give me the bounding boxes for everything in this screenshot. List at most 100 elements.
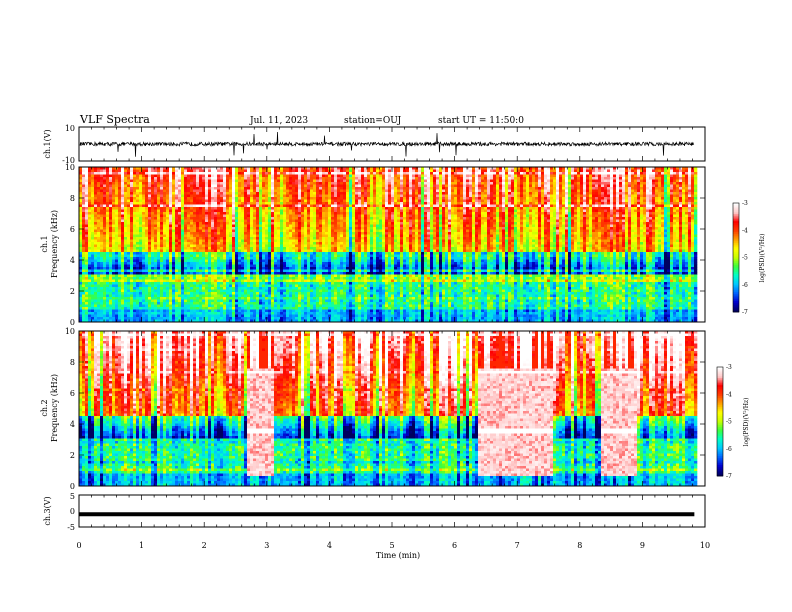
spectrogram-cell: [256, 259, 260, 263]
spectrogram-cell: [301, 249, 305, 253]
spectrogram-cell: [271, 297, 275, 300]
spectrogram-cell: [175, 254, 179, 258]
spectrogram-cell: [241, 184, 245, 188]
spectrogram-cell: [256, 262, 260, 265]
spectrogram-cell: [151, 229, 155, 233]
spectrogram-cell: [286, 259, 290, 263]
spectrogram-cell: [127, 244, 131, 248]
spectrogram-cell: [202, 257, 206, 260]
spectrogram-cell: [79, 214, 83, 218]
spectrogram-cell: [109, 309, 113, 313]
spectrogram-cell: [154, 312, 158, 315]
spectrogram-cell: [184, 219, 188, 223]
spectrogram-cell: [238, 314, 242, 318]
spectrogram-cell: [118, 259, 122, 263]
spectrogram-cell: [244, 284, 248, 288]
spectrogram-cell: [88, 172, 92, 175]
spectrogram-cell: [109, 222, 113, 225]
spectrogram-cell: [259, 309, 263, 313]
spectrogram-cell: [112, 204, 116, 208]
spectrogram-cell: [217, 294, 221, 298]
spectrogram-cell: [247, 262, 251, 265]
spectrogram-cell: [172, 177, 176, 180]
spectrogram-cell: [223, 304, 227, 308]
spectrogram-cell: [142, 267, 146, 270]
spectrogram-cell: [238, 282, 242, 285]
spectrogram-cell: [274, 192, 278, 195]
spectrogram-cell: [109, 259, 113, 263]
spectrogram-cell: [265, 172, 269, 175]
spectrogram-cell: [121, 252, 125, 255]
spectrogram-cell: [142, 249, 146, 253]
spectrogram-cell: [283, 282, 287, 285]
spectrogram-cell: [187, 234, 191, 238]
spectrogram-cell: [133, 177, 137, 180]
spectrogram-cell: [100, 319, 104, 323]
spectrogram-cell: [253, 229, 257, 233]
spectrogram-cell: [268, 264, 272, 268]
spectrogram-cell: [247, 167, 251, 170]
spectrogram-cell: [283, 319, 287, 323]
spectrogram-cell: [151, 227, 155, 230]
spectrogram-cell: [106, 177, 110, 180]
spectrogram-cell: [133, 237, 137, 240]
spectrogram-cell: [103, 172, 107, 175]
spectrogram-cell: [268, 284, 272, 288]
spectrogram-cell: [82, 249, 86, 253]
spectrogram-cell: [286, 252, 290, 255]
spectrogram-cell: [280, 254, 284, 258]
spectrogram-cell: [271, 249, 275, 253]
spectrogram-cell: [136, 229, 140, 233]
spectrogram-cell: [139, 227, 143, 230]
spectrogram-cell: [271, 317, 275, 320]
spectrogram-cell: [253, 297, 257, 300]
spectrogram-cell: [313, 264, 317, 268]
spectrogram-cell: [115, 267, 119, 270]
spectrogram-cell: [205, 207, 209, 210]
spectrogram-cell: [148, 239, 152, 243]
spectrogram-cell: [262, 274, 266, 278]
spectrogram-cell: [259, 237, 263, 240]
spectrogram-cell: [223, 202, 227, 205]
spectrogram-cell: [154, 282, 158, 285]
spectrogram-cell: [289, 234, 293, 238]
spectrogram-cell: [193, 319, 197, 323]
spectrogram-cell: [286, 204, 290, 208]
spectrogram-cell: [310, 272, 314, 275]
spectrogram-cell: [181, 314, 185, 318]
spectrogram-cell: [274, 267, 278, 270]
spectrogram-cell: [232, 187, 236, 190]
spectrogram-cell: [292, 284, 296, 288]
spectrogram-cell: [97, 249, 101, 253]
spectrogram-cell: [184, 189, 188, 193]
spectrogram-cell: [214, 269, 218, 273]
spectrogram-cell: [97, 167, 101, 170]
spectrogram-cell: [298, 192, 302, 195]
spectrogram-cell: [217, 307, 221, 310]
spectrogram-cell: [178, 239, 182, 243]
spectrogram-cell: [130, 179, 134, 183]
spectrogram-cell: [244, 184, 248, 188]
spectrogram-cell: [112, 317, 116, 320]
spectrogram-cell: [292, 227, 296, 230]
spectrogram-cell: [145, 182, 149, 185]
spectrogram-cell: [184, 297, 188, 300]
spectrogram-cell: [205, 304, 209, 308]
spectrogram-cell: [166, 214, 170, 218]
spectrogram-cell: [136, 252, 140, 255]
spectrogram-cell: [271, 234, 275, 238]
spectrogram-cell: [208, 309, 212, 313]
spectrogram-cell: [139, 299, 143, 303]
spectrogram-cell: [298, 319, 302, 323]
spectrogram-cell: [208, 214, 212, 218]
spectrogram-cell: [298, 264, 302, 268]
spectrogram-cell: [97, 197, 101, 200]
spectrogram-cell: [175, 207, 179, 210]
spectrogram-cell: [130, 217, 134, 220]
spectrogram-cell: [292, 194, 296, 198]
spectrogram-cell: [136, 212, 140, 215]
spectrogram-cell: [277, 252, 281, 255]
spectrogram-cell: [292, 237, 296, 240]
spectrogram-cell: [307, 184, 311, 188]
spectrogram-cell: [307, 257, 311, 260]
